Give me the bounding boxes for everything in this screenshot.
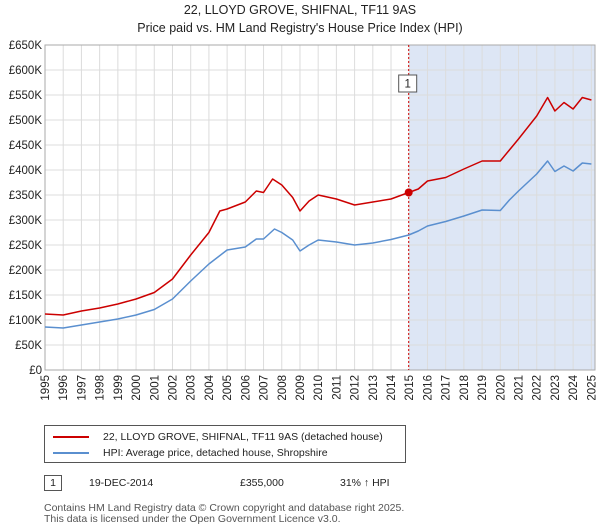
y-tick-label: £350K <box>9 190 43 202</box>
x-tick-label: 1999 <box>113 375 125 401</box>
x-tick-label: 2024 <box>568 374 580 400</box>
x-tick-label: 2013 <box>368 375 380 401</box>
x-tick-label: 2007 <box>259 375 271 401</box>
legend-item-property: 22, LLOYD GROVE, SHIFNAL, TF11 9AS (deta… <box>53 429 383 445</box>
x-tick-label: 2011 <box>331 375 343 400</box>
x-tick-label: 1998 <box>95 375 107 401</box>
sale-marker-label: 1 <box>404 79 410 91</box>
plot-border <box>44 44 596 371</box>
x-tick-label: 2020 <box>495 375 507 401</box>
legend-swatch-property <box>53 436 89 438</box>
x-tick-label: 2010 <box>313 375 325 401</box>
x-tick-label: 2002 <box>167 375 179 401</box>
y-tick-label: £400K <box>9 165 43 177</box>
x-tick-label: 2021 <box>514 375 526 401</box>
x-tick-label: 2019 <box>477 375 489 401</box>
post-sale-shading <box>408 45 595 370</box>
x-tick-label: 2016 <box>422 375 434 401</box>
y-tick-label: £500K <box>9 115 43 127</box>
annotation-badge: 1 <box>44 475 62 491</box>
y-tick-label: £650K <box>9 40 43 52</box>
y-tick-label: £200K <box>9 265 43 277</box>
y-tick-label: £450K <box>9 140 43 152</box>
x-tick-label: 2018 <box>459 375 471 401</box>
x-tick-label: 2000 <box>131 375 143 401</box>
annotation-date: 19-DEC-2014 <box>89 477 154 489</box>
y-tick-label: £150K <box>9 290 43 302</box>
x-tick-label: 2023 <box>550 375 562 401</box>
x-tick-label: 2012 <box>350 375 362 401</box>
x-tick-label: 2001 <box>149 375 161 401</box>
x-tick-label: 2008 <box>277 375 289 401</box>
annotation-hpi: 31% ↑ HPI <box>340 477 390 489</box>
x-tick-label: 2025 <box>586 375 598 401</box>
x-tick-label: 1995 <box>40 375 52 401</box>
sale-marker-box <box>398 74 418 93</box>
x-tick-label: 2014 <box>386 374 398 400</box>
x-tick-label: 2009 <box>295 375 307 401</box>
legend-item-hpi: HPI: Average price, detached house, Shro… <box>53 445 328 461</box>
chart-subtitle: Price paid vs. HM Land Registry's House … <box>137 21 462 35</box>
chart-title: 22, LLOYD GROVE, SHIFNAL, TF11 9AS <box>184 3 416 17</box>
y-tick-label: £550K <box>9 90 43 102</box>
y-tick-label: £250K <box>9 240 43 252</box>
x-tick-label: 1996 <box>58 375 70 401</box>
property-price-line <box>44 96 592 316</box>
legend-swatch-hpi <box>53 452 89 454</box>
x-tick-label: 2017 <box>441 375 453 401</box>
x-tick-label: 2003 <box>186 375 198 401</box>
y-tick-label: £0 <box>29 365 42 377</box>
footer-line-2: This data is licensed under the Open Gov… <box>44 513 341 525</box>
footer-line-1: Contains HM Land Registry data © Crown c… <box>44 502 405 514</box>
legend: 22, LLOYD GROVE, SHIFNAL, TF11 9AS (deta… <box>44 425 406 463</box>
y-tick-label: £100K <box>9 315 43 327</box>
annotation-price: £355,000 <box>240 477 284 489</box>
legend-label-property: 22, LLOYD GROVE, SHIFNAL, TF11 9AS (deta… <box>103 431 383 443</box>
footer: Contains HM Land Registry data © Crown c… <box>44 503 404 525</box>
x-tick-label: 2015 <box>404 375 416 401</box>
price-chart: 22, LLOYD GROVE, SHIFNAL, TF11 9AS Price… <box>9 3 599 401</box>
y-tick-label: £600K <box>9 65 43 77</box>
x-tick-label: 2004 <box>204 374 216 400</box>
y-tick-label: £300K <box>9 215 43 227</box>
x-tick-label: 2006 <box>240 375 252 401</box>
legend-label-hpi: HPI: Average price, detached house, Shro… <box>103 447 328 459</box>
sale-point <box>404 188 413 197</box>
x-tick-label: 1997 <box>76 375 88 401</box>
x-tick-label: 2022 <box>532 375 544 401</box>
x-tick-label: 2005 <box>222 375 234 401</box>
y-tick-label: £50K <box>15 340 42 352</box>
hpi-line <box>44 160 592 329</box>
